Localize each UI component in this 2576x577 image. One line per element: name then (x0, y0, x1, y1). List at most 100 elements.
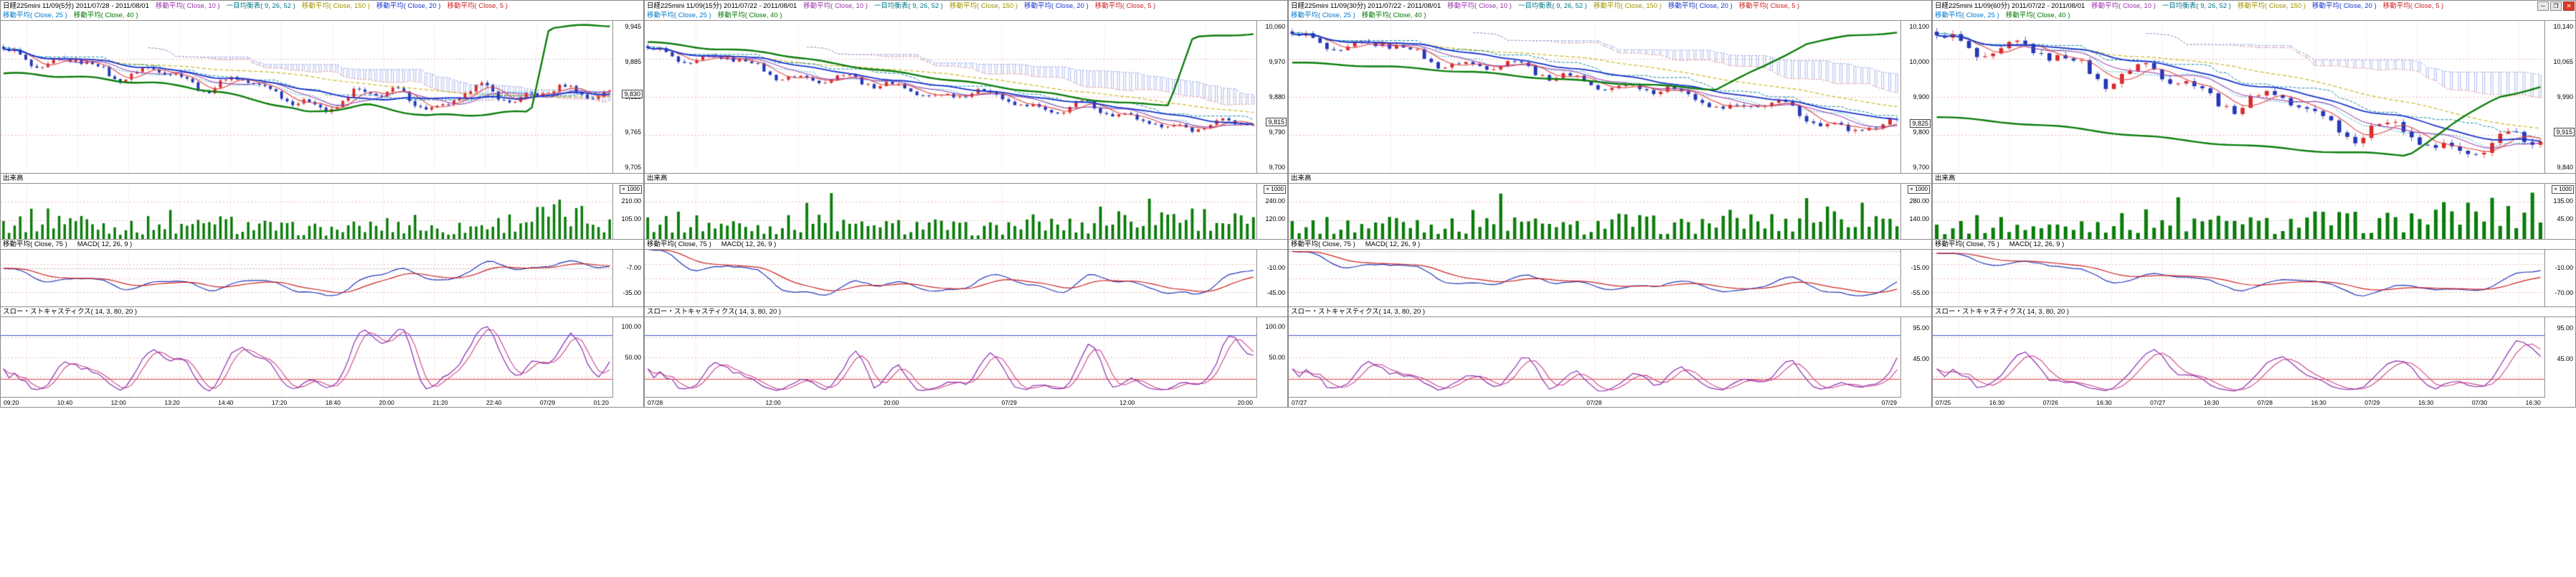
time-label: 13:20 (164, 398, 179, 407)
chart-header-line2: 移動平均( Close, 25 ) 移動平均( Close, 40 ) (1935, 11, 2574, 20)
axis-label: 105.00 (621, 215, 641, 222)
time-label: 20:00 (379, 398, 394, 407)
time-label: 16:30 (2526, 398, 2541, 407)
volume-axis: × 1000280.00140.00 (1901, 184, 1931, 239)
price-chart-plot[interactable] (1, 21, 613, 173)
indicator-label: 移動平均( Close, 25 ) (1935, 11, 1999, 19)
indicator-label: 移動平均( Close, 150 ) (302, 2, 370, 10)
axis-label: 240.00 (1265, 197, 1285, 205)
indicator-label: 移動平均( Close, 5 ) (2383, 2, 2443, 10)
axis-label: 210.00 (621, 197, 641, 205)
time-label: 20:00 (1238, 398, 1253, 407)
time-label: 07/27 (1292, 398, 1307, 407)
chart-header-line2: 移動平均( Close, 25 )移動平均( Close, 40 ) (1291, 11, 1930, 20)
indicator-label: MACD( 12, 26, 9 ) (77, 240, 133, 248)
price-axis: 9,8309,9459,8859,8259,7659,705 (613, 21, 643, 173)
indicator-label: 移動平均( Close, 75 ) (647, 240, 711, 248)
volume-plot[interactable] (1933, 184, 2545, 239)
volume-plot[interactable] (1, 184, 613, 239)
axis-label: 9,765 (625, 128, 641, 136)
stochastic-plot[interactable] (1, 317, 613, 397)
close-button[interactable]: ✕ (2563, 1, 2575, 11)
macd-axis: -15.00-55.00 (1901, 250, 1931, 306)
chart-header-line1: 日経225mini 11/09(5分) 2011/07/28 - 2011/08… (3, 1, 642, 11)
chart-header-line1: 日経225mini 11/09(60分) 2011/07/22 - 2011/0… (1935, 1, 2537, 11)
volume-plot[interactable] (1289, 184, 1901, 239)
indicator-label: 一目均衡表( 9, 26, 52 ) (874, 2, 943, 10)
price-axis: 9,81510,0609,9709,8809,7909,700 (1257, 21, 1287, 173)
price-chart-plot[interactable] (1933, 21, 2545, 173)
stochastic-section-label: スロー・ストキャスティクス( 14, 3, 80, 20 ) (1933, 306, 2575, 316)
volume-canvas (645, 184, 1256, 239)
indicator-label: 移動平均( Close, 10 ) (2091, 2, 2156, 10)
macd-section: -15.00-55.00 (1289, 249, 1931, 306)
time-label: 01:20 (594, 398, 609, 407)
macd-plot[interactable] (1933, 250, 2545, 306)
time-label: 16:30 (2418, 398, 2433, 407)
axis-label: 120.00 (1265, 215, 1285, 222)
stochastic-section: 100.0050.00 (645, 316, 1287, 397)
macd-section-label: 移動平均( Close, 75 )MACD( 12, 26, 9 ) (1933, 239, 2575, 249)
price-chart-canvas (645, 21, 1256, 173)
volume-section-label: 出来高 (1289, 173, 1931, 183)
time-label: 16:30 (2096, 398, 2111, 407)
axis-label: 95.00 (1913, 324, 1929, 332)
macd-plot[interactable] (1289, 250, 1901, 306)
stochastic-plot[interactable] (1933, 317, 2545, 397)
price-axis: 9,91510,14010,0659,9909,9159,840 (2545, 21, 2575, 173)
axis-label: -15.00 (1910, 264, 1929, 271)
volume-canvas (1289, 184, 1900, 239)
stochastic-plot[interactable] (645, 317, 1257, 397)
stochastic-section-label: スロー・ストキャスティクス( 14, 3, 80, 20 ) (645, 306, 1287, 316)
axis-label: 9,700 (1913, 164, 1929, 171)
price-chart-plot[interactable] (645, 21, 1257, 173)
last-price-box: 9,915 (2554, 128, 2575, 136)
time-label: 07/29 (2364, 398, 2380, 407)
indicator-label: 移動平均( Close, 40 ) (1362, 11, 1426, 19)
axis-label: 10,065 (2553, 58, 2573, 65)
volume-axis: × 1000240.00120.00 (1257, 184, 1287, 239)
axis-label: 9,840 (2557, 164, 2573, 171)
time-label: 07/29 (1002, 398, 1017, 407)
axis-label: 9,990 (2557, 93, 2573, 100)
volume-section: × 1000280.00140.00 (1289, 183, 1931, 239)
stochastic-plot[interactable] (1289, 317, 1901, 397)
price-chart-section: 9,91510,14010,0659,9909,9159,840 (1933, 20, 2575, 173)
axis-label: 9,800 (1913, 128, 1929, 136)
indicator-label: 移動平均( Close, 20 ) (1668, 2, 1733, 10)
axis-label: 45.00 (2557, 215, 2573, 222)
volume-axis: × 1000210.00105.00 (613, 184, 643, 239)
macd-axis: -10.00-45.00 (1257, 250, 1287, 306)
stochastic-section-label: スロー・ストキャスティクス( 14, 3, 80, 20 ) (1289, 306, 1931, 316)
minimize-button[interactable]: ─ (2537, 1, 2549, 11)
indicator-label: 移動平均( Close, 40 ) (74, 11, 138, 19)
volume-plot[interactable] (645, 184, 1257, 239)
macd-plot[interactable] (645, 250, 1257, 306)
macd-plot[interactable] (1, 250, 613, 306)
price-chart-plot[interactable] (1289, 21, 1901, 173)
indicator-label: MACD( 12, 26, 9 ) (1365, 240, 1421, 248)
time-label: 09:20 (4, 398, 19, 407)
time-label: 07/28 (2258, 398, 2273, 407)
indicator-label: 移動平均( Close, 40 ) (2006, 11, 2070, 19)
axis-label: -45.00 (1266, 289, 1285, 296)
volume-section-label: 出来高 (645, 173, 1287, 183)
axis-label: -10.00 (2554, 264, 2573, 271)
stochastic-axis: 100.0050.00 (613, 317, 643, 397)
volume-label: 出来高 (1291, 174, 1312, 182)
price-chart-canvas (1, 21, 612, 173)
axis-label: 140.00 (1909, 215, 1929, 222)
volume-label: 出来高 (3, 174, 24, 182)
volume-label: 出来高 (647, 174, 668, 182)
indicator-label: 移動平均( Close, 40 ) (718, 11, 782, 19)
time-label: 20:00 (884, 398, 899, 407)
axis-label: 9,880 (1269, 93, 1285, 100)
time-label: 14:40 (218, 398, 233, 407)
stochastic-label: スロー・ストキャスティクス( 14, 3, 80, 20 ) (647, 308, 781, 316)
indicator-label: 移動平均( Close, 75 ) (3, 240, 67, 248)
price-chart-section: 9,82510,10010,0009,9009,8009,700 (1289, 20, 1931, 173)
window-controls: ─ ❐ ✕ (2537, 1, 2575, 11)
restore-button[interactable]: ❐ (2550, 1, 2562, 11)
time-axis: 07/2812:0020:0007/2912:0020:00 (645, 397, 1257, 407)
axis-label: 9,700 (1269, 164, 1285, 171)
